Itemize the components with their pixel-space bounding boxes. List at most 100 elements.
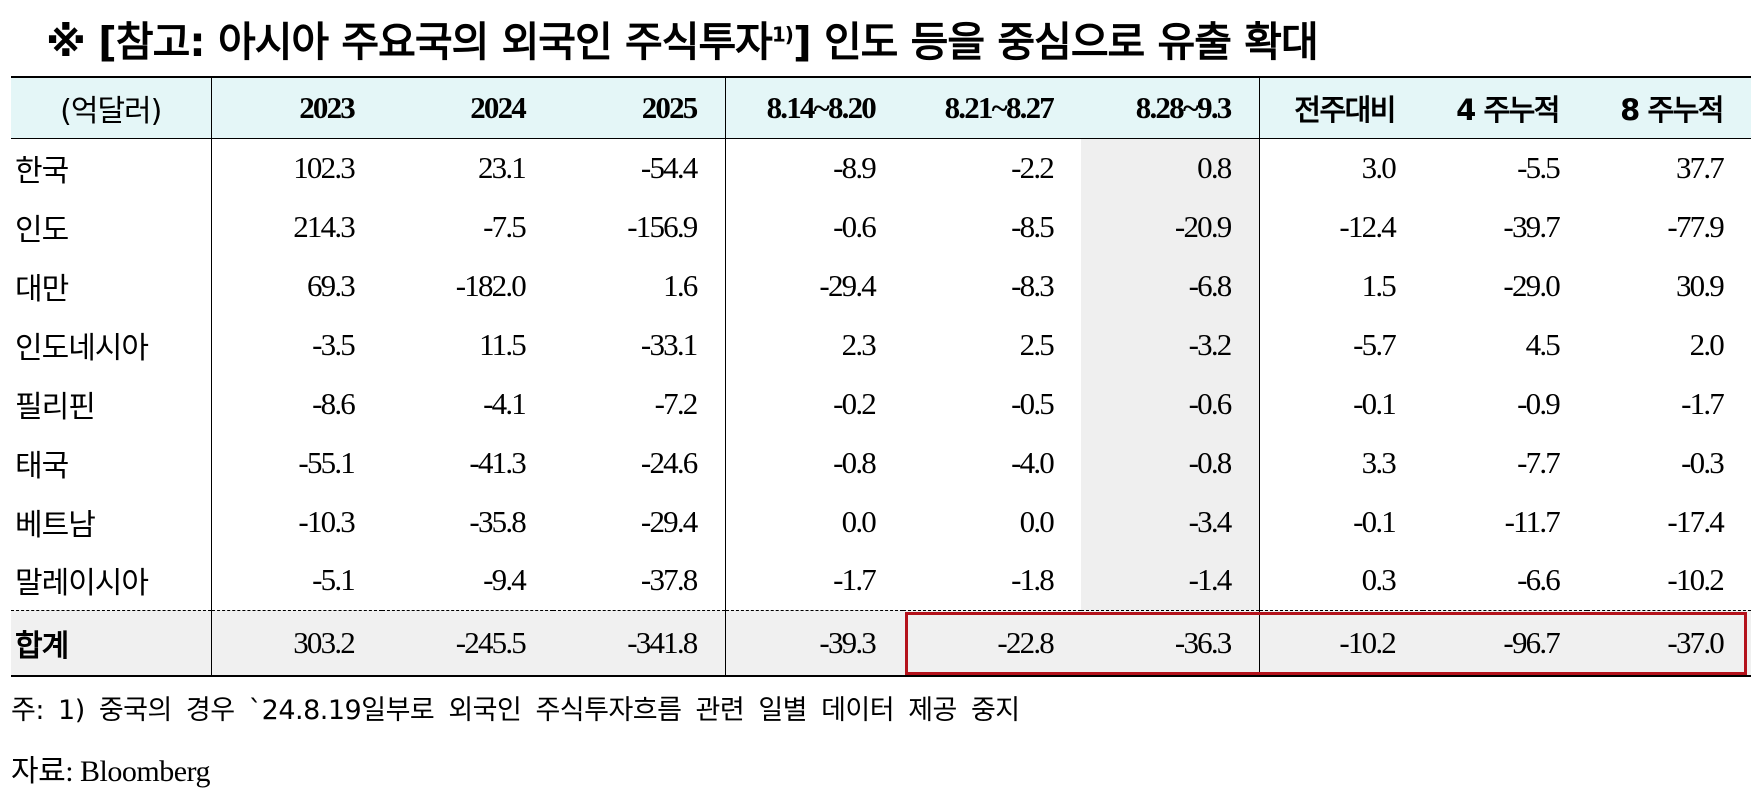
- cell: -0.1: [1353, 385, 1397, 421]
- cell: -33.1: [553, 315, 726, 374]
- cell: -3.2: [1081, 315, 1260, 374]
- row-label: 대만: [11, 256, 212, 315]
- cell: -5.1: [312, 562, 356, 598]
- cell: 2024: [382, 77, 553, 139]
- row-label: 필리핀: [11, 374, 212, 433]
- cell: -5.5: [1517, 149, 1561, 185]
- cell: -4.1: [483, 385, 527, 421]
- title-footnote-mark: 1): [771, 22, 794, 47]
- cell: 2025: [553, 77, 726, 139]
- data-row: 필리핀 -8.6 -4.1 -7.2 -0.2 -0.5 -0.6 -0.1 -0.9 -1.7: [11, 374, 1751, 433]
- cell: -29.0: [1503, 267, 1560, 303]
- cell: 11.5: [479, 326, 527, 362]
- row-label: 합계: [11, 609, 212, 676]
- header-row: (억달러) 2023 2024 2025 8.14~8.20 8.21~8.27 8.28~…: [11, 77, 1751, 139]
- cell: -2.2: [1011, 149, 1055, 185]
- cell: -1.7: [833, 562, 877, 598]
- cell: -0.9: [1517, 385, 1561, 421]
- row-label: 인도: [11, 197, 212, 256]
- total-row: 합계 303.2 -245.5 -341.8 -39.3 -22.8 -36.3 -10.2-…: [11, 609, 1751, 676]
- cell: 37.7: [1675, 149, 1725, 185]
- cell: 0.0: [841, 503, 877, 539]
- cell: 1.5: [1361, 267, 1397, 303]
- cell: 전주대비: [1259, 77, 1423, 139]
- cell: -37.8: [553, 551, 726, 610]
- cell: -1.7: [1681, 385, 1725, 421]
- cell: -3.4: [1081, 492, 1260, 551]
- row-label: 인도네시아: [11, 315, 212, 374]
- cell: -1.4: [1081, 551, 1260, 610]
- cell: 2023: [211, 77, 382, 139]
- row-label: 베트남: [11, 492, 212, 551]
- cell: 0.8: [1081, 138, 1260, 197]
- row-label: 한국: [11, 138, 212, 197]
- cell: -0.6: [1081, 374, 1260, 433]
- cell: -54.4: [553, 138, 726, 197]
- cell: -41.3: [469, 444, 526, 480]
- cell: -6.8: [1081, 256, 1260, 315]
- cell: 69.3: [306, 267, 356, 303]
- cell: -0.3: [1681, 444, 1725, 480]
- cell: 4.5: [1525, 326, 1561, 362]
- data-row: 한국 102.3 23.1 -54.4 -8.9 -2.2 0.8 3.0 -5.5 37.7: [11, 138, 1751, 197]
- cell: -35.8: [469, 503, 526, 539]
- cell: -36.3: [1081, 609, 1260, 676]
- cell: -7.5: [483, 208, 527, 244]
- cell: 2.0: [1689, 326, 1725, 362]
- cell: 8 주누적: [1587, 77, 1751, 139]
- cell: -4.0: [1011, 444, 1055, 480]
- cell: -55.1: [298, 444, 355, 480]
- data-row: 태국 -55.1 -41.3 -24.6 -0.8 -4.0 -0.8 3.3 -7.7 -0.3: [11, 433, 1751, 492]
- cell: -10.3: [298, 503, 355, 539]
- source: 자료: Bloomberg: [11, 755, 210, 788]
- cell: -8.9: [833, 149, 877, 185]
- cell: 0.0: [1019, 503, 1055, 539]
- data-row: 베트남 -10.3 -35.8 -29.4 0.0 0.0 -3.4 -0.1 -11.7 -17…: [11, 492, 1751, 551]
- cell: 30.9: [1675, 267, 1725, 303]
- cell: -0.1: [1353, 503, 1397, 539]
- cell: -11.7: [1504, 503, 1561, 539]
- cell: -0.5: [1011, 385, 1055, 421]
- cell: -39.7: [1503, 208, 1560, 244]
- cell: 4 주누적: [1423, 77, 1587, 139]
- cell: -0.2: [833, 385, 877, 421]
- cell: 303.2: [211, 609, 382, 676]
- cell: 0.3: [1361, 562, 1397, 598]
- cell: -7.2: [553, 374, 726, 433]
- cell: -182.0: [455, 267, 527, 303]
- cell: 214.3: [293, 208, 356, 244]
- cell: -20.9: [1081, 197, 1260, 256]
- title: ※ [참고: 아시아 주요국의 외국인 주식투자1)] 인도 등을 중심으로 유…: [46, 8, 1319, 68]
- cell: -9.4: [483, 562, 527, 598]
- cell: -17.4: [1667, 503, 1724, 539]
- cell: 23.1: [477, 149, 527, 185]
- cell: -245.5: [382, 609, 553, 676]
- cell: -29.4: [819, 267, 876, 303]
- cell: -10.2: [1667, 562, 1724, 598]
- cell: 3.0: [1361, 149, 1397, 185]
- data-row: 인도네시아 -3.5 11.5 -33.1 2.3 2.5 -3.2 -5.7 4.5 2.0: [11, 315, 1751, 374]
- cell: -22.8: [903, 609, 1081, 676]
- cell: 8.21~8.27: [903, 77, 1081, 139]
- data-row: 대만 69.3 -182.0 1.6 -29.4 -8.3 -6.8 1.5 -29.0 30.9: [11, 256, 1751, 315]
- data-row: 인도 214.3 -7.5 -156.9 -0.6 -8.5 -20.9 -12.4 -39.7…: [11, 197, 1751, 256]
- cell: -6.6: [1517, 562, 1561, 598]
- row-label: 말레이시아: [11, 551, 212, 610]
- cell: 8.14~8.20: [725, 77, 903, 139]
- cell: 102.3: [293, 149, 356, 185]
- cell: 2.5: [1019, 326, 1055, 362]
- highlight-box: [905, 612, 1747, 675]
- cell: -7.7: [1517, 444, 1561, 480]
- row-label: (억달러): [11, 77, 212, 139]
- data-table: (억달러) 2023 2024 2025 8.14~8.20 8.21~8.27 8.28~…: [11, 76, 1751, 677]
- title-tail: ] 인도 등을 중심으로 유출 확대: [792, 18, 1319, 66]
- data-row: 말레이시아 -5.1 -9.4 -37.8 -1.7 -1.8 -1.4 0.3 -6.6 -10…: [11, 551, 1751, 610]
- cell: -5.7: [1353, 326, 1397, 362]
- cell: -1.8: [1011, 562, 1055, 598]
- cell: -12.4: [1339, 208, 1396, 244]
- cell: -37.0: [1587, 609, 1751, 676]
- cell: -39.3: [725, 609, 903, 676]
- cell: -156.9: [553, 197, 726, 256]
- cell: 1.6: [553, 256, 726, 315]
